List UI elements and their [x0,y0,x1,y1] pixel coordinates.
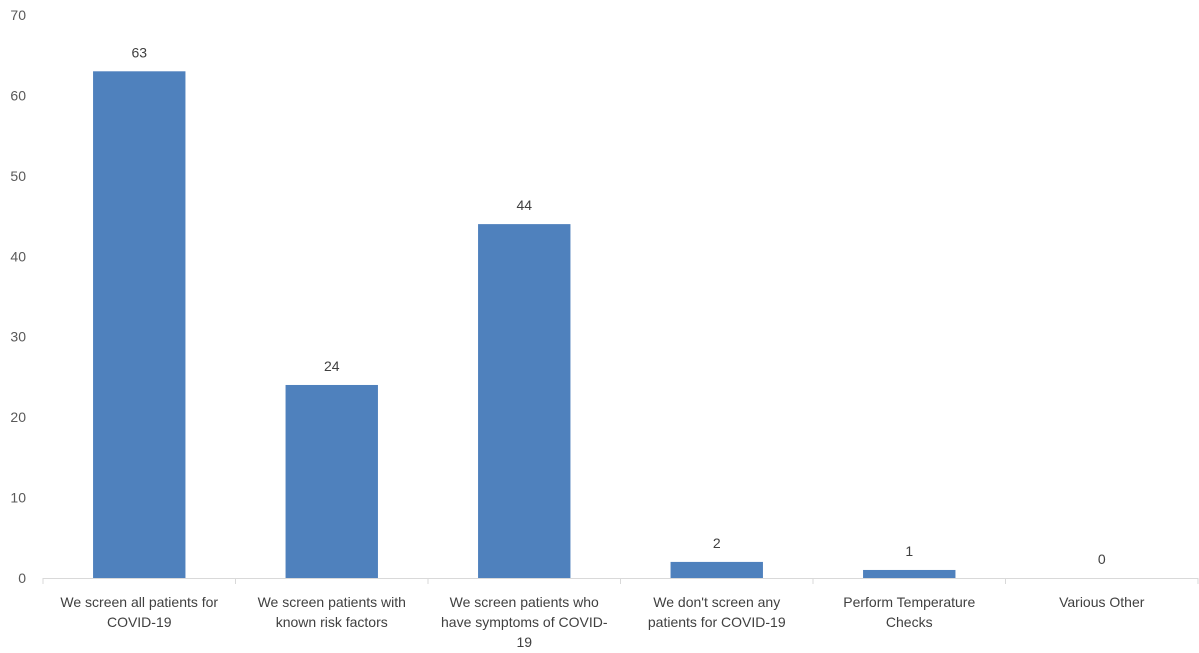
y-tick-label: 60 [10,87,26,103]
bar [670,561,763,578]
y-tick-label: 30 [10,329,26,345]
y-tick-label: 0 [18,570,26,586]
bar [478,224,571,578]
y-tick-label: 10 [10,490,26,506]
y-axis-tick-labels: 0 10 20 30 40 50 60 70 [10,7,26,586]
category-label: Various Other [1059,594,1145,610]
category-label: We screen patients with known risk factor… [258,594,406,630]
bar [863,569,956,578]
category-label: We don't screen any patients for COVID-19 [648,594,786,630]
y-tick-label: 20 [10,409,26,425]
category-label: We screen all patients for COVID-19 [60,594,218,630]
data-label: 24 [324,358,340,374]
bar [93,71,186,579]
data-label: 44 [516,197,532,213]
bar-series [93,71,956,579]
data-label: 1 [905,543,913,559]
x-axis-tick-marks [42,578,1199,584]
category-label: We screen patients who have symptoms of C… [441,594,608,650]
data-label: 2 [713,535,721,551]
category-labels: We screen all patients for COVID-19 We scr… [60,594,1144,650]
category-label: Perform Temperature Checks [843,594,975,630]
data-labels: 63 24 44 2 1 0 [131,44,1105,567]
bar [285,384,378,578]
data-label: 63 [131,44,147,60]
data-label: 0 [1098,551,1106,567]
y-tick-label: 50 [10,168,26,184]
y-tick-label: 70 [10,7,26,23]
y-tick-label: 40 [10,248,26,264]
